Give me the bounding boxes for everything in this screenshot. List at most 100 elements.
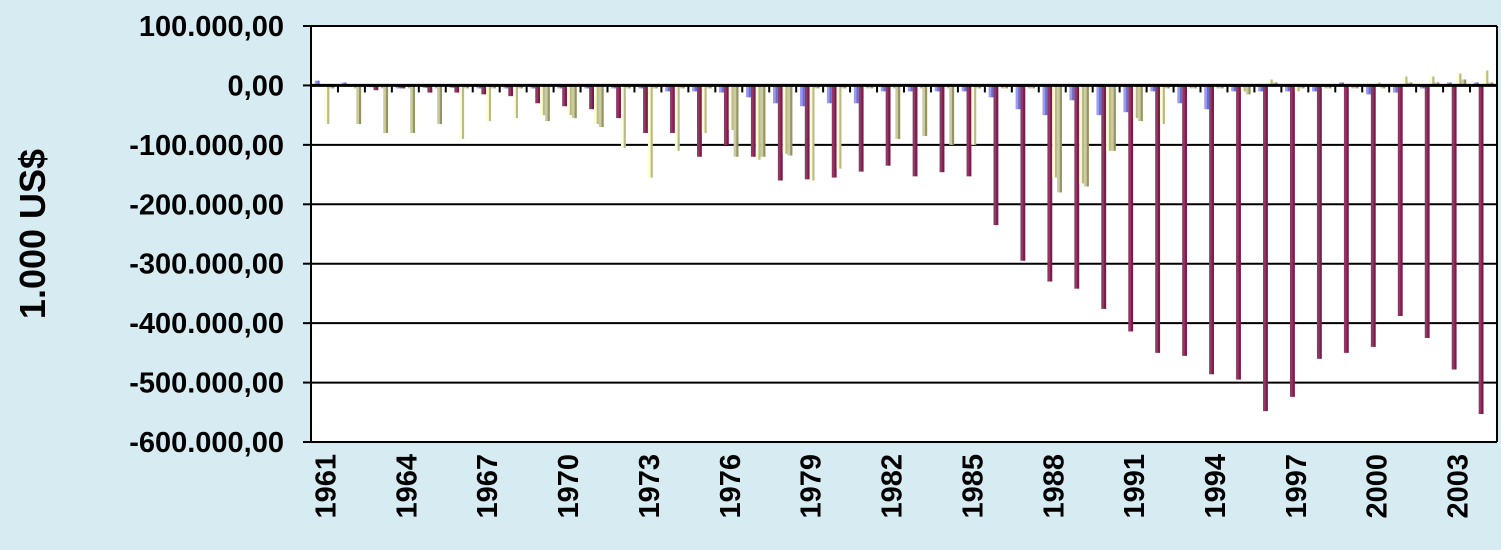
bar (1289, 85, 1295, 397)
bar (647, 85, 653, 178)
bar (1267, 79, 1273, 86)
bar-shade (780, 85, 783, 181)
bar (1052, 85, 1058, 178)
bar (1123, 85, 1129, 113)
bar-shade (412, 85, 416, 133)
bar-shade (915, 85, 918, 177)
bar (1451, 85, 1457, 370)
bar (993, 85, 999, 226)
bar-shade (726, 85, 729, 145)
bar-shade (484, 85, 487, 95)
bar (1069, 85, 1075, 101)
bar (589, 85, 595, 110)
bar-shade (1023, 85, 1026, 261)
bar (383, 85, 389, 133)
bar-shade (1373, 85, 1376, 347)
bar (544, 85, 550, 122)
bar (988, 85, 994, 98)
bar-shade (1179, 85, 1183, 104)
bar-shade (1459, 73, 1462, 86)
bar (1366, 85, 1371, 95)
bar (826, 85, 832, 104)
bar-shade (1346, 85, 1349, 353)
bar-shade (802, 85, 805, 107)
bar-shade (1395, 85, 1398, 93)
bar-shade (430, 85, 433, 93)
bar-shade (694, 85, 697, 92)
bar (665, 85, 671, 92)
bar-shade (1072, 85, 1075, 101)
bar (594, 85, 599, 125)
bar (1424, 85, 1430, 338)
bar-shade (924, 85, 928, 136)
bar (966, 85, 972, 177)
bar-shade (839, 85, 842, 169)
x-tick-label: 1994 (1200, 454, 1232, 519)
bar (773, 85, 778, 104)
bar-shade (677, 85, 680, 151)
bar-shade (1135, 85, 1138, 119)
bar (971, 85, 977, 145)
bar-shade (1432, 76, 1435, 86)
bar (562, 85, 568, 107)
bar-shade (748, 85, 751, 98)
bar (1182, 85, 1188, 356)
bar (643, 85, 648, 133)
bar-shade (937, 85, 940, 92)
bar-shade (650, 85, 653, 178)
bar-shade (667, 85, 671, 92)
bar-shade (910, 85, 913, 92)
bar (939, 85, 945, 173)
bar-shade (834, 85, 837, 178)
bar (853, 85, 859, 104)
bar (912, 85, 918, 177)
bar (922, 85, 928, 136)
bar-shade (1140, 85, 1143, 122)
bar-shade (785, 85, 788, 154)
bar-shade (515, 85, 519, 119)
bar-shade (1287, 85, 1290, 92)
bar (571, 85, 577, 119)
bar-shade (1050, 85, 1053, 282)
bar-shade (1400, 85, 1403, 317)
bar-shade (574, 85, 577, 119)
x-tick-label: 1964 (391, 454, 423, 519)
bar (373, 85, 379, 91)
x-tick-label: 1982 (877, 454, 909, 519)
bar (782, 85, 788, 154)
bar-shade (1297, 85, 1300, 92)
x-tick-label: 1979 (796, 454, 828, 519)
bar (1020, 85, 1026, 261)
bar (799, 85, 805, 107)
bar (1231, 85, 1237, 92)
bar (880, 85, 886, 92)
bar-shade (1211, 85, 1214, 375)
bar-shade (974, 85, 977, 145)
x-tick-label: 1997 (1281, 454, 1313, 519)
bar-shade (1427, 85, 1430, 338)
y-tick-label: -100.000,00 (129, 130, 284, 162)
bar-shade (1233, 85, 1237, 92)
bar-shade (753, 85, 756, 157)
bar-shade (856, 85, 859, 104)
bar-shade (537, 85, 541, 104)
bar (481, 85, 487, 95)
bar-shade (731, 85, 734, 130)
bar (1392, 85, 1398, 93)
bar (831, 85, 837, 178)
bar (1461, 79, 1467, 86)
bar (616, 85, 621, 119)
bar-shade (1243, 85, 1246, 92)
bar (885, 85, 891, 166)
bar-shade (317, 80, 320, 86)
y-tick-label: 100.000,00 (139, 11, 284, 43)
bar-shade (1486, 70, 1489, 86)
bar (1343, 85, 1349, 353)
bar (728, 85, 734, 130)
bar (1429, 76, 1435, 86)
bar (1155, 85, 1161, 353)
bar-shade (601, 85, 604, 128)
bar-shade (457, 85, 460, 93)
bar (1057, 85, 1062, 193)
